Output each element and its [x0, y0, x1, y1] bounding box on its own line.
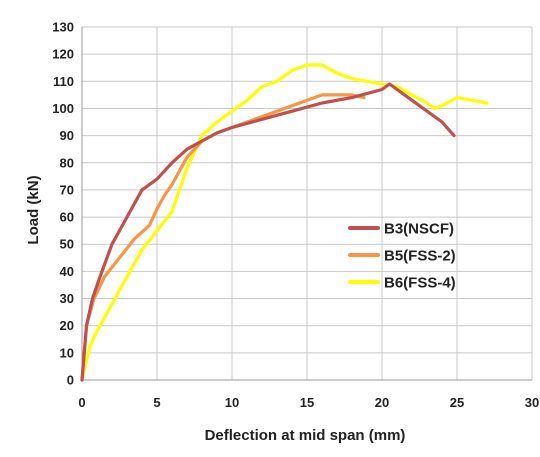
y-tick-label: 40	[60, 264, 74, 279]
y-tick-label: 60	[60, 210, 74, 225]
y-tick-label: 110	[53, 74, 74, 89]
y-tick-label: 70	[60, 182, 74, 197]
x-tick-label: 15	[300, 395, 314, 410]
series-lines	[80, 63, 489, 382]
y-tick-label: 100	[52, 101, 74, 116]
x-axis-title: Deflection at mid span (mm)	[205, 427, 406, 444]
x-tick-label: 5	[153, 395, 160, 410]
x-tick-label: 0	[78, 395, 85, 410]
y-tick-label: 10	[60, 345, 74, 360]
legend: B3(NSCF) B5(FSS-2) B6(FSS-4)	[348, 221, 456, 292]
x-tick-label: 30	[525, 395, 539, 410]
y-tick-label: 20	[60, 318, 74, 333]
legend-label: B6(FSS-4)	[384, 275, 456, 292]
y-axis-title: Load (kN)	[25, 175, 42, 244]
y-tick-label: 30	[60, 291, 74, 306]
x-tick-label: 10	[225, 395, 239, 410]
y-tick-label: 130	[52, 20, 74, 35]
y-tick-label: 0	[67, 373, 74, 388]
y-tick-label: 90	[60, 128, 74, 143]
x-tick-label: 25	[450, 395, 464, 410]
y-tick-label: 120	[52, 47, 74, 62]
x-tick-label: 20	[375, 395, 389, 410]
y-tick-label: 80	[60, 155, 74, 170]
legend-label: B5(FSS-2)	[384, 248, 456, 265]
tick-labels: 0 10 20 30 40 50 60 70 80 90 100 110 120 130 0 5 10 15 20 2…	[52, 20, 539, 411]
series-line-3	[80, 63, 489, 382]
legend-label: B3(NSCF)	[384, 221, 454, 238]
series-line-1	[80, 82, 456, 382]
y-tick-label: 50	[60, 237, 74, 252]
series-line-2	[80, 93, 366, 382]
